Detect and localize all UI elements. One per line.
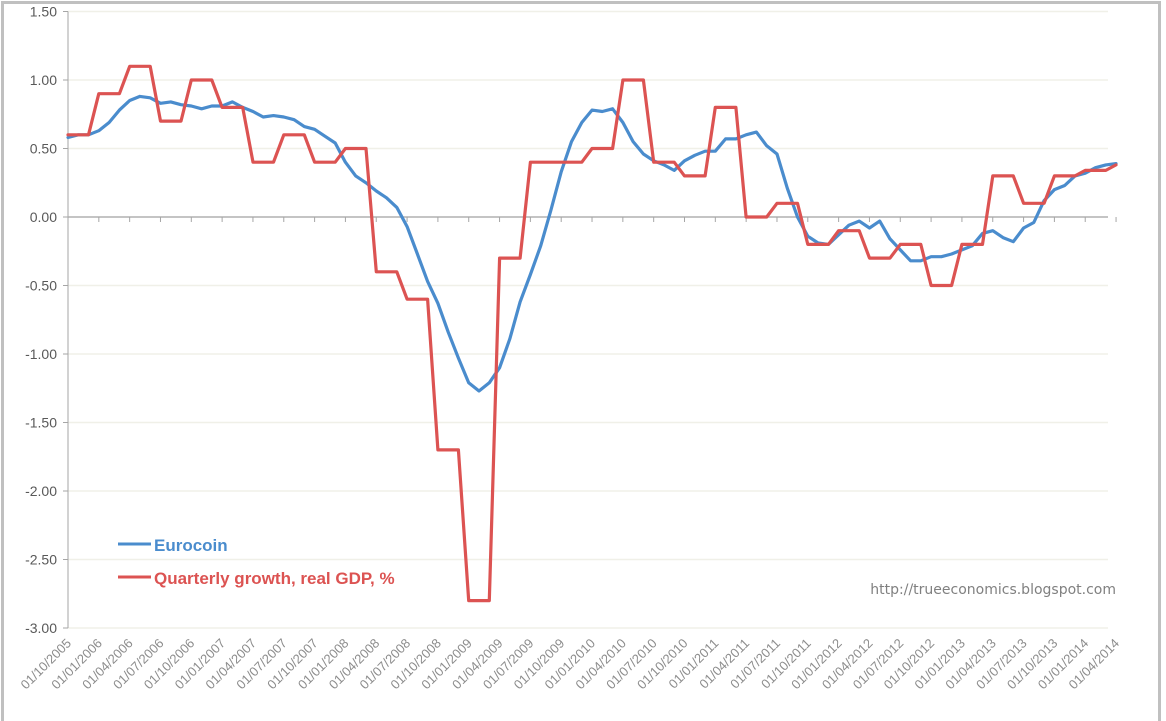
legend: Eurocoin Quarterly growth, real GDP, % bbox=[118, 536, 395, 588]
y-tick-label: -1.50 bbox=[25, 415, 57, 431]
y-tick-label: -2.00 bbox=[25, 483, 57, 499]
legend-label-eurocoin: Eurocoin bbox=[154, 536, 228, 555]
watermark-url: http://trueeconomics.blogspot.com bbox=[870, 582, 1116, 598]
y-tick-label: 1.00 bbox=[30, 72, 57, 88]
y-tick-label: 0.50 bbox=[30, 141, 57, 157]
y-tick-label: -2.50 bbox=[25, 552, 57, 568]
x-axis: 01/10/200501/01/200601/04/200601/07/2006… bbox=[17, 217, 1122, 692]
y-tick-label: 1.50 bbox=[30, 4, 57, 20]
legend-label-gdp: Quarterly growth, real GDP, % bbox=[154, 569, 395, 588]
y-tick-label: 0.00 bbox=[30, 209, 57, 225]
y-tick-label: -0.50 bbox=[25, 278, 57, 294]
series-group bbox=[68, 66, 1116, 600]
y-tick-label: -1.00 bbox=[25, 346, 57, 362]
y-axis: 1.50 1.00 0.50 0.00 -0.50 -1.00 -1.50 -2.00 -2.5… bbox=[25, 4, 68, 637]
series-line-eurocoin bbox=[68, 96, 1116, 391]
series-line-gdp bbox=[68, 66, 1116, 600]
chart: 1.50 1.00 0.50 0.00 -0.50 -1.00 -1.50 -2.00 -2.5… bbox=[0, 0, 1166, 706]
y-tick-label: -3.00 bbox=[25, 620, 57, 636]
